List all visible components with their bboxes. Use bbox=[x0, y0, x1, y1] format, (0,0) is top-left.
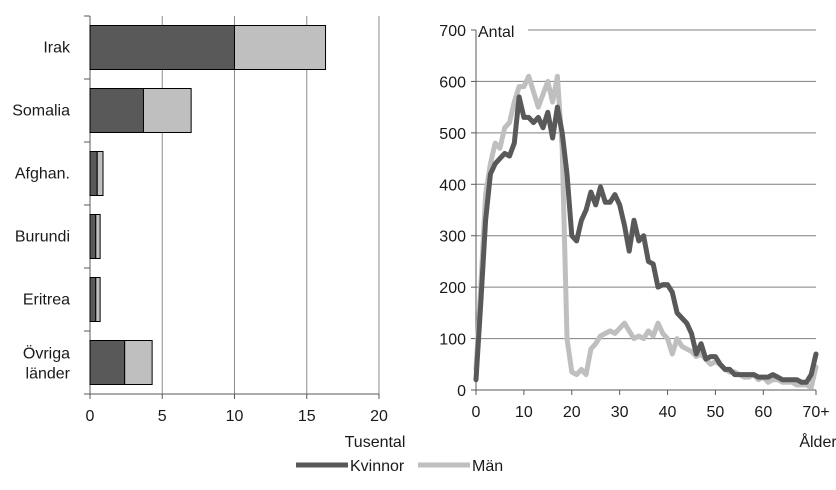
right-y-tick-label: 600 bbox=[439, 74, 466, 91]
series-line-kvinnor bbox=[473, 94, 819, 385]
series-line-man bbox=[473, 73, 819, 390]
right-y-tick-label: 700 bbox=[439, 23, 466, 40]
bar-segment bbox=[89, 151, 98, 196]
category-label: Irak bbox=[43, 40, 71, 57]
bar-segment bbox=[96, 151, 104, 196]
right-y-tick-label: 300 bbox=[439, 229, 466, 246]
bar-segment bbox=[234, 25, 327, 70]
right-x-tick-label: 30 bbox=[611, 404, 629, 421]
bar-segment bbox=[124, 340, 153, 385]
right-x-tick-label: 70+ bbox=[802, 404, 829, 421]
category-label: Burundi bbox=[15, 229, 70, 246]
bar-segment bbox=[95, 214, 101, 259]
right-x-tick-label: 20 bbox=[563, 404, 581, 421]
bar-segment bbox=[89, 277, 97, 322]
bar-segment bbox=[89, 88, 144, 133]
legend-label: Män bbox=[472, 458, 503, 475]
right-x-tick-label: 60 bbox=[754, 404, 772, 421]
category-label: Somalia bbox=[12, 103, 70, 120]
right-x-axis-label: Ålder bbox=[799, 432, 836, 451]
bar-segment bbox=[95, 277, 101, 322]
left-x-tick-label: 0 bbox=[86, 408, 95, 425]
category-label-line: Övriga bbox=[23, 345, 70, 363]
right-x-tick-label: 40 bbox=[659, 404, 677, 421]
right-y-tick-label: 400 bbox=[439, 177, 466, 194]
category-label: Eritrea bbox=[23, 292, 70, 309]
right-y-tick-label: 200 bbox=[439, 280, 466, 297]
bar-segment bbox=[89, 340, 126, 385]
bar-segment bbox=[89, 214, 97, 259]
right-y-tick-label: 0 bbox=[457, 383, 466, 400]
right-x-tick-label: 50 bbox=[707, 404, 725, 421]
right-y-tick-label: 500 bbox=[439, 126, 466, 143]
right-x-tick-label: 0 bbox=[472, 404, 481, 421]
right-y-tick-label: 100 bbox=[439, 332, 466, 349]
bar-segment bbox=[89, 25, 235, 70]
left-x-tick-label: 5 bbox=[158, 408, 167, 425]
left-x-tick-label: 20 bbox=[370, 408, 388, 425]
category-label: Afghan. bbox=[15, 166, 70, 183]
right-y-axis-label: Antal bbox=[478, 24, 514, 41]
legend-label: Kvinnor bbox=[350, 458, 405, 475]
category-label: Övriga länder bbox=[23, 345, 71, 383]
left-x-tick-label: 10 bbox=[226, 408, 244, 425]
category-label-line: länder bbox=[26, 366, 71, 383]
left-x-axis-label: Tusental bbox=[345, 434, 406, 451]
right-x-tick-label: 10 bbox=[515, 404, 533, 421]
left-x-tick-label: 15 bbox=[298, 408, 316, 425]
bar-segment bbox=[142, 88, 192, 133]
